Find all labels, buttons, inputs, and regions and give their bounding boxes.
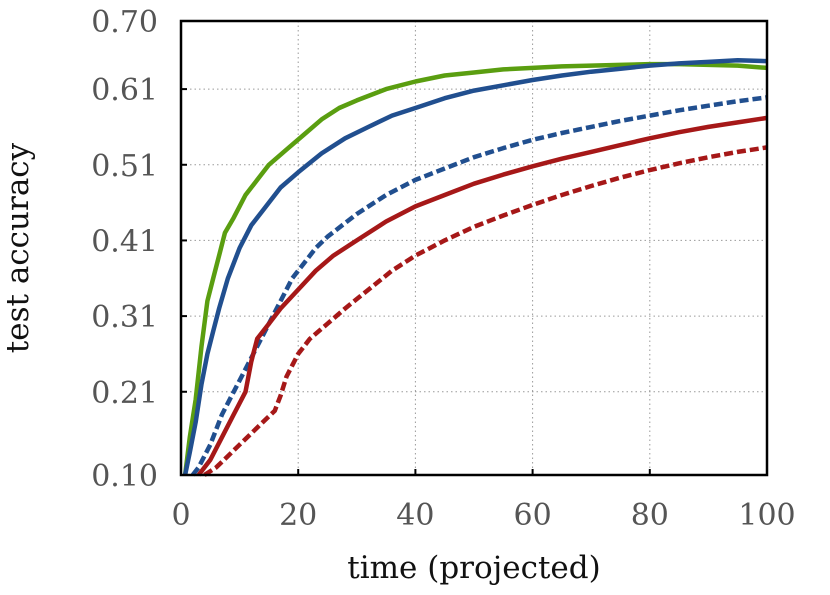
y-tick-label: 0.31 <box>91 300 158 335</box>
series-line-5 <box>203 145 768 477</box>
x-tick-label: 100 <box>738 498 795 533</box>
x-tick-label: 20 <box>279 498 317 533</box>
x-axis-ticks: 0 20 40 60 80 100 <box>171 469 796 533</box>
y-tick-label: 0.21 <box>91 376 158 411</box>
plot-frame <box>179 19 769 477</box>
x-axis-label: time (projected) <box>347 550 600 586</box>
x-tick-label: 80 <box>631 498 669 533</box>
y-tick-label: 0.10 <box>91 459 158 494</box>
series-group <box>182 58 768 477</box>
y-tick-label: 0.70 <box>91 5 158 40</box>
y-tick-label: 0.61 <box>91 73 158 108</box>
series-line-4 <box>196 115 768 477</box>
series-line-2 <box>182 58 768 476</box>
y-tick-label: 0.51 <box>91 149 158 184</box>
series-line-1 <box>182 61 768 476</box>
series-line-3 <box>190 95 768 477</box>
x-tick-label: 0 <box>171 498 190 533</box>
x-tick-label: 40 <box>396 498 434 533</box>
x-tick-label: 60 <box>514 498 552 533</box>
y-axis-ticks: 0.10 0.21 0.31 0.41 0.51 0.61 0.70 <box>91 5 187 494</box>
y-axis-label: test accuracy <box>0 142 36 353</box>
y-tick-label: 0.41 <box>91 224 158 259</box>
